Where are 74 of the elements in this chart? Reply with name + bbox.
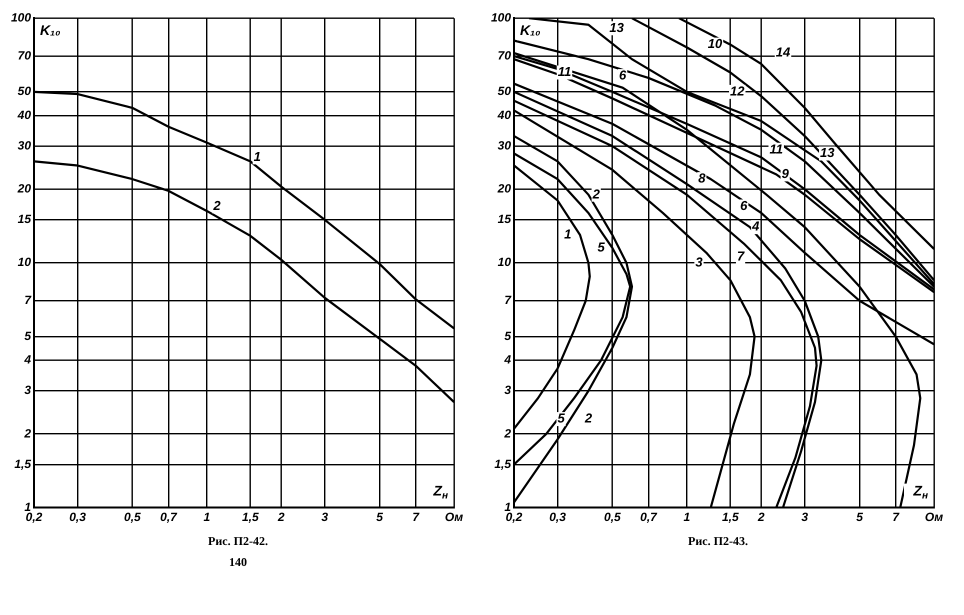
y-tick-label: 30: [498, 138, 512, 152]
annotation: 10: [708, 36, 723, 52]
y-tick-label: 70: [498, 48, 512, 62]
y-tick-label: 4: [503, 352, 512, 367]
annotation: 9: [782, 166, 790, 181]
annotation: 4: [751, 218, 760, 234]
y-tick-label: 100: [10, 10, 32, 25]
y-tick-label: 40: [496, 108, 512, 122]
y-tick-label: 3: [504, 383, 512, 398]
annotation: 12: [730, 83, 746, 98]
annotation: 11: [558, 64, 572, 80]
annotation: 2: [584, 410, 593, 426]
annotation: 5: [557, 410, 566, 426]
y-tick-label: 4: [23, 352, 32, 367]
y-tick-label: 100: [490, 10, 512, 25]
x-tick-label: 0,7: [640, 510, 658, 524]
y-tick-label: 10: [18, 255, 32, 270]
annotation: 7: [736, 248, 745, 264]
x-tick-label: 1,5: [242, 510, 259, 524]
y-tick-label: 20: [16, 182, 32, 196]
annotation: 11: [769, 141, 783, 156]
y-tick-label: 70: [18, 48, 32, 62]
y-axis-title: K₁₀: [40, 22, 62, 38]
y-tick-label: 5: [24, 328, 32, 343]
x-tick-label: 3: [801, 510, 808, 524]
y-tick-label: 50: [498, 84, 512, 98]
x-tick-label: 0,5: [124, 510, 142, 524]
x-tick-label: 3: [321, 510, 328, 524]
y-tick-label: 15: [498, 212, 512, 226]
y-tick-label: 1,5: [494, 456, 512, 471]
y-tick-label: 50: [18, 84, 32, 98]
x-tick-label: 7: [892, 510, 900, 524]
annotation: 1: [564, 226, 572, 242]
text: 140: [229, 555, 247, 570]
y-tick-label: 2: [503, 426, 512, 440]
annotation: 8: [698, 170, 706, 186]
annotation: 2: [592, 186, 601, 202]
y-tick-label: 30: [18, 138, 32, 152]
y-tick-label: 3: [24, 383, 32, 398]
annotation: 14: [776, 44, 791, 60]
y-tick-label: 40: [16, 108, 32, 122]
y-tick-label: 2: [23, 426, 32, 440]
x-tick-label: 5: [376, 510, 384, 524]
x-tick-label: 2: [276, 510, 285, 524]
x-tick-label: 1: [203, 510, 210, 524]
text: Рис. П2-42.: [208, 534, 268, 549]
annotation: 5: [597, 240, 606, 255]
annotation: 6: [740, 198, 748, 214]
annotation: 3: [695, 254, 704, 270]
x-tick-label: Ом: [444, 510, 464, 524]
x-tick-label: 0,5: [604, 510, 622, 524]
x-tick-label: 7: [412, 510, 420, 524]
y-tick-label: 7: [504, 293, 512, 308]
y-tick-label: 7: [24, 293, 32, 308]
y-tick-label: 15: [18, 212, 32, 226]
x-tick-label: 1: [683, 510, 690, 524]
x-tick-label: 5: [856, 510, 864, 524]
text: Рис. П2-43.: [688, 534, 748, 549]
x-tick-label: 1,5: [722, 510, 739, 524]
annotation: 6: [619, 68, 628, 83]
x-tick-label: Ом: [924, 510, 944, 524]
y-axis-title: K₁₀: [520, 22, 542, 38]
annotation: 2: [212, 198, 222, 214]
annotation: 13: [609, 20, 625, 35]
x-tick-label: 0,3: [549, 510, 566, 524]
annotation: 1: [254, 148, 261, 164]
y-tick-label: 1,5: [14, 456, 32, 471]
x-tick-label: 2: [756, 510, 765, 524]
x-tick-label: 0,7: [160, 510, 178, 524]
annotation: 13: [820, 145, 836, 160]
y-tick-label: 5: [504, 328, 512, 343]
y-tick-label: 20: [496, 182, 512, 196]
y-tick-label: 10: [498, 255, 512, 270]
x-tick-label: 0,3: [69, 510, 86, 524]
